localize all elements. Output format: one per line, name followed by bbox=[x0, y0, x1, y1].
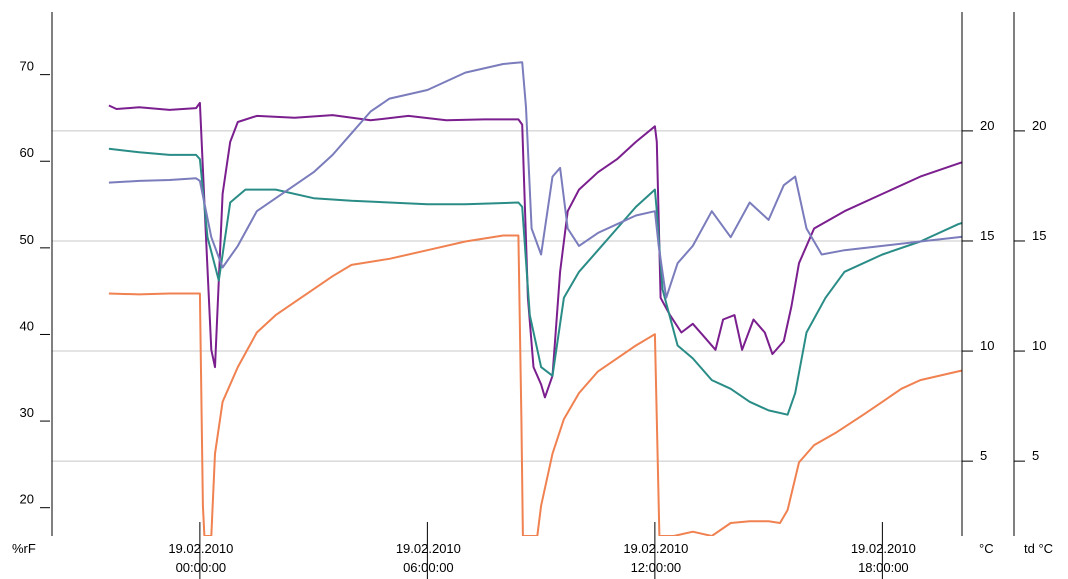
right-axis-1-label: °C bbox=[979, 541, 994, 556]
right-1-tick-label: 15 bbox=[980, 228, 994, 243]
x-tick-time: 12:00:00 bbox=[631, 560, 682, 575]
right-1-tick-label: 5 bbox=[980, 448, 987, 463]
x-tick-date: 19.02.2010 bbox=[396, 541, 461, 556]
right-2-tick-label: 10 bbox=[1032, 338, 1046, 353]
right-axis-2-label: td °C bbox=[1024, 541, 1053, 556]
left-tick-label: 40 bbox=[20, 318, 34, 333]
series-line-3 bbox=[108, 61, 962, 299]
right-1-tick-label: 10 bbox=[980, 338, 994, 353]
x-tick-date: 19.02.2010 bbox=[168, 541, 233, 556]
series-line-1 bbox=[108, 101, 962, 399]
left-tick-label: 30 bbox=[20, 405, 34, 420]
left-tick-label: 60 bbox=[20, 145, 34, 160]
tick-labels: 20 30 40 50 60 70 5 10 15 20 5 10 15 20 19.02.2010 00:0… bbox=[20, 59, 1046, 579]
right-2-tick-label: 5 bbox=[1032, 448, 1039, 463]
right-1-tick-label: 20 bbox=[980, 118, 994, 133]
left-tick-label: 20 bbox=[20, 492, 34, 507]
x-tick-date: 19.02.2010 bbox=[623, 541, 688, 556]
left-axis-label: %rF bbox=[12, 541, 36, 556]
series-line-4 bbox=[108, 234, 962, 536]
gridlines bbox=[52, 130, 962, 462]
x-tick-time: 18:00:00 bbox=[858, 560, 909, 575]
x-tick-date: 19.02.2010 bbox=[851, 541, 916, 556]
axes bbox=[51, 12, 1015, 536]
series-lines bbox=[108, 61, 962, 536]
left-tick-label: 50 bbox=[20, 232, 34, 247]
right-2-tick-label: 20 bbox=[1032, 118, 1046, 133]
left-tick-label: 70 bbox=[20, 59, 34, 74]
series-line-2 bbox=[108, 147, 962, 416]
right-2-tick-label: 15 bbox=[1032, 228, 1046, 243]
x-tick-time: 00:00:00 bbox=[176, 560, 227, 575]
x-tick-time: 06:00:00 bbox=[403, 560, 454, 575]
